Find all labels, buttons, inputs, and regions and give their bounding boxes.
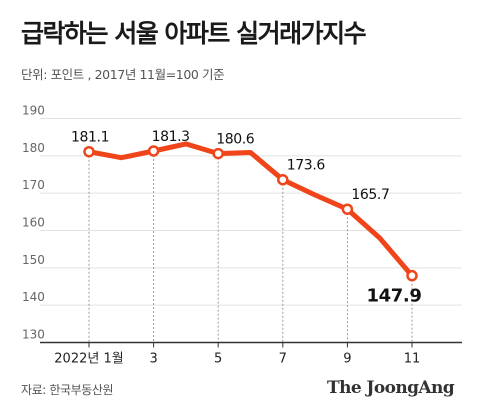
y-tick-label-170: 170 <box>22 178 45 192</box>
data-label-7: 173.6 <box>287 158 326 174</box>
y-tick-label-130: 130 <box>22 328 45 342</box>
x-tick-label-7: 7 <box>279 352 287 367</box>
y-tick-label-180: 180 <box>22 141 45 155</box>
y-axis-ticks: 130 140 150 160 170 180 190 <box>22 104 45 342</box>
chart-title: 급락하는 서울 아파트 실거래가지수 <box>21 19 367 48</box>
data-label-5: 180.6 <box>216 132 255 148</box>
data-label-11: 147.9 <box>367 286 422 307</box>
guide-lines <box>88 150 413 343</box>
data-point-5 <box>212 147 224 160</box>
data-point-1 <box>83 145 95 158</box>
series-line <box>86 141 415 279</box>
data-point-11 <box>406 269 418 282</box>
x-tick-label-11: 11 <box>404 352 421 367</box>
y-tick-label-190: 190 <box>22 104 45 118</box>
y-tick-label-140: 140 <box>22 290 45 304</box>
y-tick-label-150: 150 <box>22 253 45 267</box>
x-tick-label-3: 3 <box>149 352 157 367</box>
data-markers <box>83 145 418 282</box>
x-axis-ticks: 2022년 1월 3 5 7 9 11 <box>54 342 421 367</box>
data-point-7 <box>277 173 289 186</box>
data-label-1: 181.1 <box>71 130 109 146</box>
data-labels: 181.1 181.3 180.6 173.6 165.7 147.9 <box>71 129 422 307</box>
x-tick-label-5: 5 <box>214 352 222 367</box>
data-point-9 <box>341 203 354 215</box>
x-tick-label-1: 2022년 1월 <box>54 352 123 367</box>
y-tick-label-160: 160 <box>22 216 45 230</box>
data-label-3: 181.3 <box>152 129 190 145</box>
x-tick-label-9: 9 <box>343 352 351 367</box>
data-point-3 <box>147 145 160 157</box>
data-label-9: 165.7 <box>351 187 389 203</box>
brand-logo: The JoongAng <box>327 378 455 398</box>
unit-note: 단위: 포인트 , 2017년 11월=100 기준 <box>21 67 225 82</box>
source-note: 자료: 한국부동산원 <box>21 383 114 397</box>
